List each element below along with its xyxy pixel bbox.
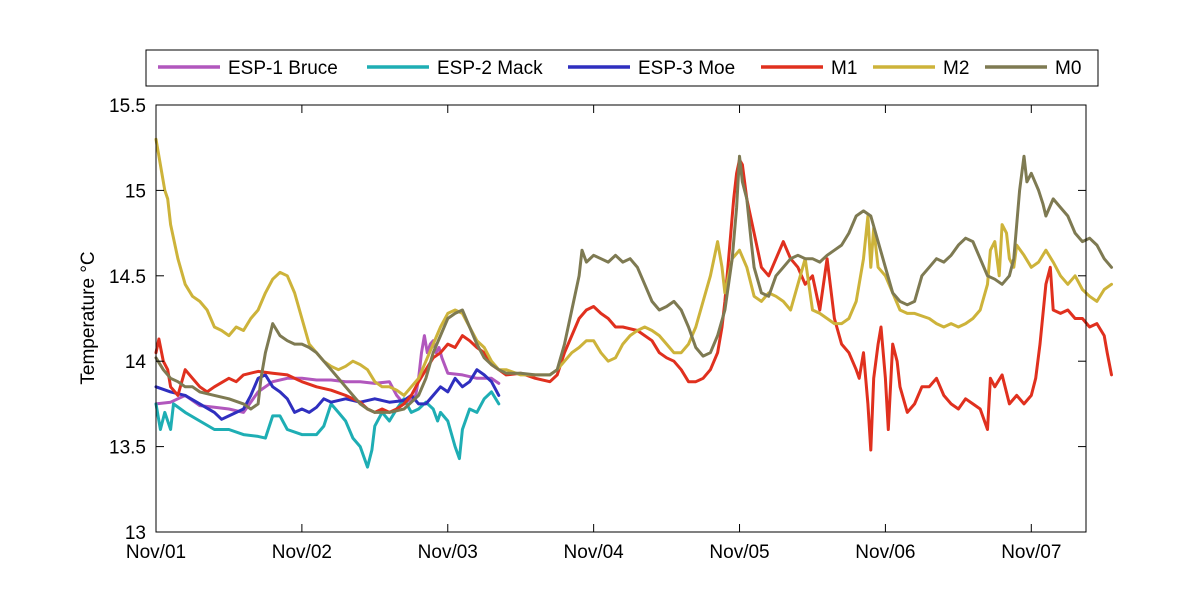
legend-label-esp-1-bruce: ESP-1 Bruce <box>228 58 338 79</box>
series-line-m2 <box>154 137 1113 397</box>
y-tick-label: 15.5 <box>109 96 146 117</box>
series-line-esp-3-moe <box>154 368 501 421</box>
x-tick-label: Nov/05 <box>709 542 769 563</box>
x-tick-label: Nov/06 <box>855 542 915 563</box>
x-tick-label: Nov/07 <box>1001 542 1061 563</box>
legend-label-esp-2-mack: ESP-2 Mack <box>437 58 543 79</box>
y-tick-label: 14.5 <box>109 267 146 288</box>
y-tick-label: 13 <box>125 523 146 544</box>
series-layer <box>154 137 1113 469</box>
x-tick-label: Nov/01 <box>126 542 186 563</box>
series-line-esp-2-mack <box>154 390 501 469</box>
x-tick-label: Nov/03 <box>418 542 478 563</box>
ticks-layer: 13 13.5 14 14.5 15 15.5 Nov/01 Nov/02 Nov/03 Nov/… <box>109 96 1086 563</box>
plot-frame <box>155 104 1087 533</box>
legend-items: ESP-1 Bruce ESP-2 Mack ESP-3 Moe M1 M2 M0 <box>158 58 1081 79</box>
legend-label-m1: M1 <box>831 58 857 79</box>
legend-label-m0: M0 <box>1055 58 1081 79</box>
y-tick-label: 13.5 <box>109 438 146 459</box>
x-tick-label: Nov/02 <box>272 542 332 563</box>
legend-label-m2: M2 <box>943 58 969 79</box>
x-tick-label: Nov/04 <box>564 542 625 563</box>
y-tick-label: 14 <box>125 352 147 373</box>
y-tick-label: 15 <box>125 181 146 202</box>
legend-label-esp-3-moe: ESP-3 Moe <box>638 58 735 79</box>
y-axis-label: Temperature °C <box>78 251 99 384</box>
legend: ESP-1 Bruce ESP-2 Mack ESP-3 Moe M1 M2 M0 <box>145 49 1099 87</box>
series-line-m0 <box>154 154 1113 414</box>
